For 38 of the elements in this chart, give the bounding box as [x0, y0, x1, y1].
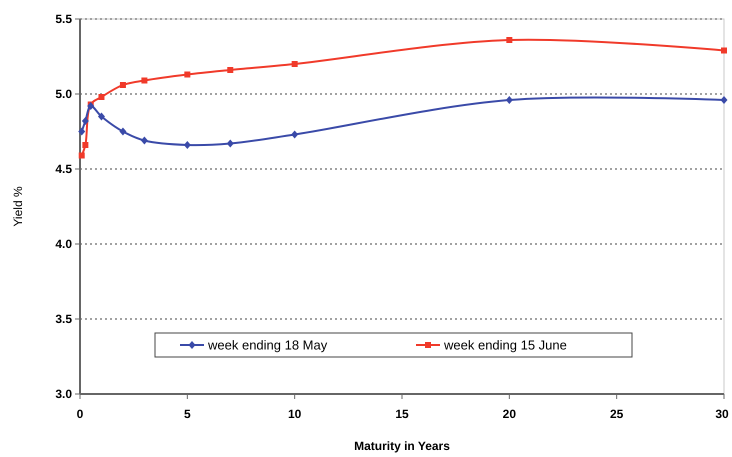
x-tick-label: 10 — [288, 407, 302, 421]
x-tick-label: 15 — [395, 407, 409, 421]
legend-label: week ending 18 May — [207, 338, 328, 353]
x-tick-label: 5 — [184, 407, 191, 421]
point — [720, 96, 728, 104]
y-tick-label: 3.5 — [55, 312, 72, 326]
x-tick-label: 20 — [502, 407, 516, 421]
point — [82, 117, 89, 125]
point — [227, 67, 234, 73]
y-tick-label: 5.0 — [55, 87, 72, 102]
point — [226, 140, 234, 148]
x-axis-title: Maturity in Years — [354, 439, 450, 453]
point — [119, 128, 126, 136]
x-tick-label: 30 — [715, 407, 729, 421]
legend-label: week ending 15 June — [443, 338, 567, 353]
y-axis-title: Yield % — [11, 186, 25, 227]
x-tick-label: 0 — [76, 407, 84, 421]
y-tick-label: 4.5 — [55, 162, 72, 176]
point — [98, 112, 105, 120]
point — [78, 152, 85, 158]
point — [292, 61, 298, 67]
point — [184, 72, 190, 78]
point — [82, 142, 88, 148]
point — [506, 96, 513, 104]
point — [291, 130, 298, 138]
point — [140, 136, 148, 144]
x-tick-label: 25 — [610, 407, 624, 421]
point — [78, 128, 86, 136]
y-tick-label: 3.0 — [55, 387, 72, 402]
point — [141, 78, 148, 84]
point — [506, 37, 512, 43]
point — [721, 48, 727, 54]
point — [120, 82, 126, 88]
y-tick-label: 5.5 — [55, 12, 72, 26]
point — [87, 102, 94, 110]
point — [98, 94, 104, 100]
point — [184, 141, 191, 149]
y-tick-label: 4.0 — [55, 237, 72, 252]
